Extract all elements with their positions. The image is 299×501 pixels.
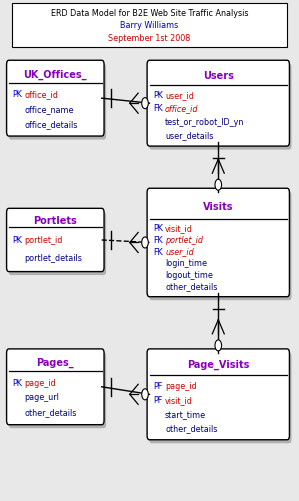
Circle shape xyxy=(142,98,148,110)
FancyBboxPatch shape xyxy=(9,212,106,276)
Text: FK: FK xyxy=(153,247,163,256)
Text: Barry Williams: Barry Williams xyxy=(120,21,179,30)
FancyBboxPatch shape xyxy=(149,192,292,301)
Text: UK_Offices_: UK_Offices_ xyxy=(24,69,87,79)
Text: PK: PK xyxy=(13,378,22,387)
Text: Users: Users xyxy=(203,71,234,81)
Text: other_details: other_details xyxy=(165,423,217,432)
Text: portlet_details: portlet_details xyxy=(25,254,83,263)
Text: PK: PK xyxy=(13,236,22,245)
Text: FK: FK xyxy=(153,104,163,113)
Text: start_time: start_time xyxy=(165,409,206,418)
FancyBboxPatch shape xyxy=(149,353,292,443)
Text: office_name: office_name xyxy=(25,105,74,114)
Text: Pages_: Pages_ xyxy=(36,357,74,367)
Text: PF: PF xyxy=(153,395,162,404)
Text: user_id: user_id xyxy=(165,91,194,100)
Text: PK: PK xyxy=(153,91,163,100)
Circle shape xyxy=(142,237,148,248)
FancyBboxPatch shape xyxy=(9,353,106,428)
Text: ERD Data Model for B2E Web Site Traffic Analysis: ERD Data Model for B2E Web Site Traffic … xyxy=(51,9,248,18)
Text: portlet_id: portlet_id xyxy=(25,236,63,245)
Text: Portlets: Portlets xyxy=(33,215,77,225)
Text: logout_time: logout_time xyxy=(165,270,213,279)
Text: PK: PK xyxy=(153,224,163,233)
Text: user_id: user_id xyxy=(165,247,194,256)
Text: PF: PF xyxy=(153,381,162,390)
Text: office_id: office_id xyxy=(25,90,58,99)
FancyBboxPatch shape xyxy=(7,209,104,272)
Text: other_details: other_details xyxy=(165,282,217,291)
Text: user_details: user_details xyxy=(165,131,213,140)
Text: office_id: office_id xyxy=(165,104,199,113)
Text: visit_id: visit_id xyxy=(165,224,193,233)
Text: login_time: login_time xyxy=(165,259,207,268)
Text: visit_id: visit_id xyxy=(165,395,193,404)
Circle shape xyxy=(215,340,222,351)
Text: PK: PK xyxy=(13,90,22,99)
Text: Visits: Visits xyxy=(203,201,234,211)
Text: office_details: office_details xyxy=(25,120,78,129)
Text: test_or_robot_ID_yn: test_or_robot_ID_yn xyxy=(165,117,244,126)
Text: page_id: page_id xyxy=(165,381,197,390)
FancyBboxPatch shape xyxy=(7,61,104,137)
FancyBboxPatch shape xyxy=(12,4,287,48)
FancyBboxPatch shape xyxy=(149,65,292,150)
FancyBboxPatch shape xyxy=(147,61,289,147)
Circle shape xyxy=(215,180,222,191)
Text: page_url: page_url xyxy=(25,393,60,402)
Circle shape xyxy=(142,389,148,400)
Text: September 1st 2008: September 1st 2008 xyxy=(108,34,191,43)
FancyBboxPatch shape xyxy=(9,65,106,140)
Text: other_details: other_details xyxy=(25,408,77,417)
FancyBboxPatch shape xyxy=(7,349,104,425)
FancyBboxPatch shape xyxy=(147,349,289,440)
FancyBboxPatch shape xyxy=(147,189,289,297)
Text: page_id: page_id xyxy=(25,378,56,387)
Text: Page_Visits: Page_Visits xyxy=(187,359,249,369)
Text: portlet_id: portlet_id xyxy=(165,235,203,244)
Text: FK: FK xyxy=(153,235,163,244)
